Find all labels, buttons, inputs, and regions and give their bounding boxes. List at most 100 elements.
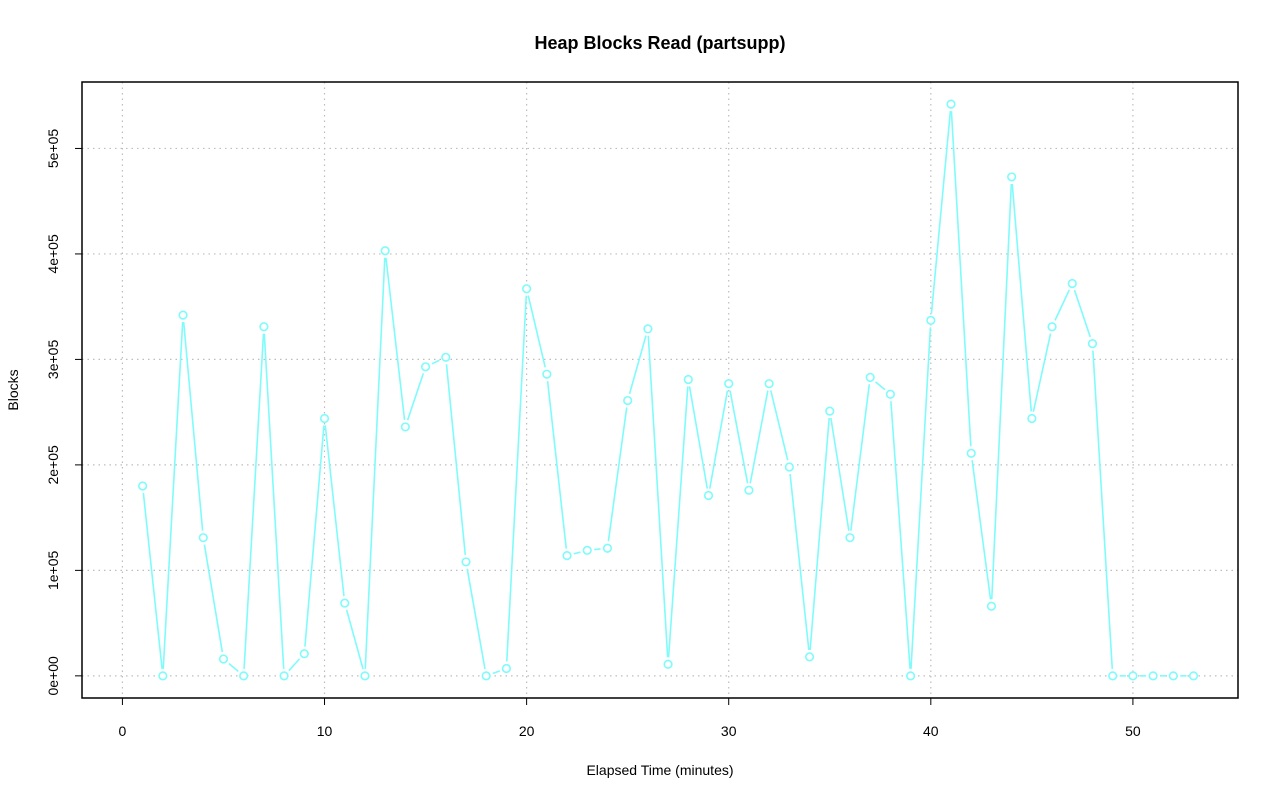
series-line-segment xyxy=(406,373,425,421)
x-tick-label: 30 xyxy=(721,723,737,739)
chart-title: Heap Blocks Read (partsupp) xyxy=(534,33,785,53)
data-point xyxy=(724,379,734,389)
data-point xyxy=(865,372,875,382)
data-point xyxy=(522,284,532,294)
series-line-segment xyxy=(492,670,501,675)
y-tick-label: 1e+05 xyxy=(45,550,61,590)
series-line-segment xyxy=(708,390,729,489)
series-line-segment xyxy=(875,381,886,391)
series-line-segment xyxy=(667,386,689,658)
series-line-segment xyxy=(1054,289,1071,321)
series-line-segment xyxy=(688,386,709,489)
data-point xyxy=(825,406,835,416)
series-line-segment xyxy=(607,407,628,542)
data-point xyxy=(986,601,997,611)
series-line-segment xyxy=(1092,350,1114,669)
series-line-segment xyxy=(1073,289,1092,338)
data-point xyxy=(1087,338,1098,349)
data-point xyxy=(663,659,673,669)
series-line-segment xyxy=(228,662,239,672)
data-point xyxy=(582,545,592,555)
y-tick-label: 5e+05 xyxy=(45,129,61,169)
data-point xyxy=(279,671,289,681)
data-point xyxy=(461,557,471,567)
data-point xyxy=(259,322,269,332)
series-line-segment xyxy=(505,295,528,662)
data-point xyxy=(966,448,976,458)
y-tick-label: 2e+05 xyxy=(45,445,61,485)
series-line-segment xyxy=(527,295,546,368)
series-line-segment xyxy=(385,257,406,421)
data-point xyxy=(703,490,714,501)
data-point xyxy=(946,99,956,109)
series-layer xyxy=(138,99,1199,681)
data-point xyxy=(198,533,208,543)
series-line-segment xyxy=(546,381,568,549)
series-line-segment xyxy=(770,390,789,461)
series-line-segment xyxy=(263,333,285,669)
plot-frame xyxy=(81,81,1239,699)
series-line-segment xyxy=(364,257,386,669)
y-tick-label: 4e+05 xyxy=(45,234,61,274)
data-point xyxy=(602,543,613,553)
data-point xyxy=(1007,172,1017,182)
data-point xyxy=(319,413,330,424)
x-tick-label: 0 xyxy=(119,723,127,739)
data-point xyxy=(744,485,754,495)
data-point xyxy=(380,246,390,256)
series-line-segment xyxy=(930,111,952,314)
data-point xyxy=(158,671,168,681)
data-point xyxy=(400,422,410,432)
data-point xyxy=(1148,671,1158,681)
axes: 0 10 20 30 40 50 0e+00 1e+05 2e+05 3e+05 4e+05 5e+0… xyxy=(45,129,1141,739)
series-line-segment xyxy=(809,418,830,650)
data-point xyxy=(1188,671,1199,681)
data-point xyxy=(542,369,552,379)
series-line-segment xyxy=(830,417,850,531)
data-point xyxy=(845,533,855,543)
data-point xyxy=(481,671,491,681)
series-line-segment xyxy=(971,460,992,600)
series-line-segment xyxy=(203,544,224,653)
data-point xyxy=(1108,671,1118,681)
series-line-segment xyxy=(594,548,601,551)
series-line-segment xyxy=(729,390,749,484)
series-line-segment xyxy=(345,609,364,670)
data-point xyxy=(218,654,229,664)
series-line-segment xyxy=(1011,183,1033,412)
data-point xyxy=(643,324,653,334)
series-line-segment xyxy=(288,658,301,672)
data-point xyxy=(683,374,693,385)
series-line-segment xyxy=(850,384,871,531)
x-tick-label: 10 xyxy=(317,723,333,739)
data-point xyxy=(885,389,895,399)
x-tick-label: 40 xyxy=(923,723,939,739)
x-tick-label: 20 xyxy=(519,723,535,739)
series-line-segment xyxy=(304,425,325,647)
series-line-segment xyxy=(628,335,647,395)
data-point xyxy=(804,652,815,662)
data-point xyxy=(501,663,512,674)
data-point xyxy=(360,671,370,681)
x-axis-label: Elapsed Time (minutes) xyxy=(586,762,733,778)
series-line-segment xyxy=(324,425,345,597)
series-line-segment xyxy=(789,473,810,650)
data-point xyxy=(906,671,916,681)
data-point xyxy=(340,598,350,608)
series-line-segment xyxy=(749,390,769,484)
data-point xyxy=(138,481,148,491)
series-line-segment xyxy=(890,401,911,669)
data-point xyxy=(299,649,309,659)
data-point xyxy=(1067,278,1077,289)
series-line-segment xyxy=(182,322,204,531)
series-line-segment xyxy=(445,364,467,556)
data-point xyxy=(420,362,431,372)
data-point xyxy=(178,310,188,320)
series-line-segment xyxy=(243,333,265,669)
series-line-segment xyxy=(142,492,163,669)
data-point xyxy=(562,551,572,561)
series-line-segment xyxy=(466,568,486,670)
data-point xyxy=(1047,322,1057,332)
